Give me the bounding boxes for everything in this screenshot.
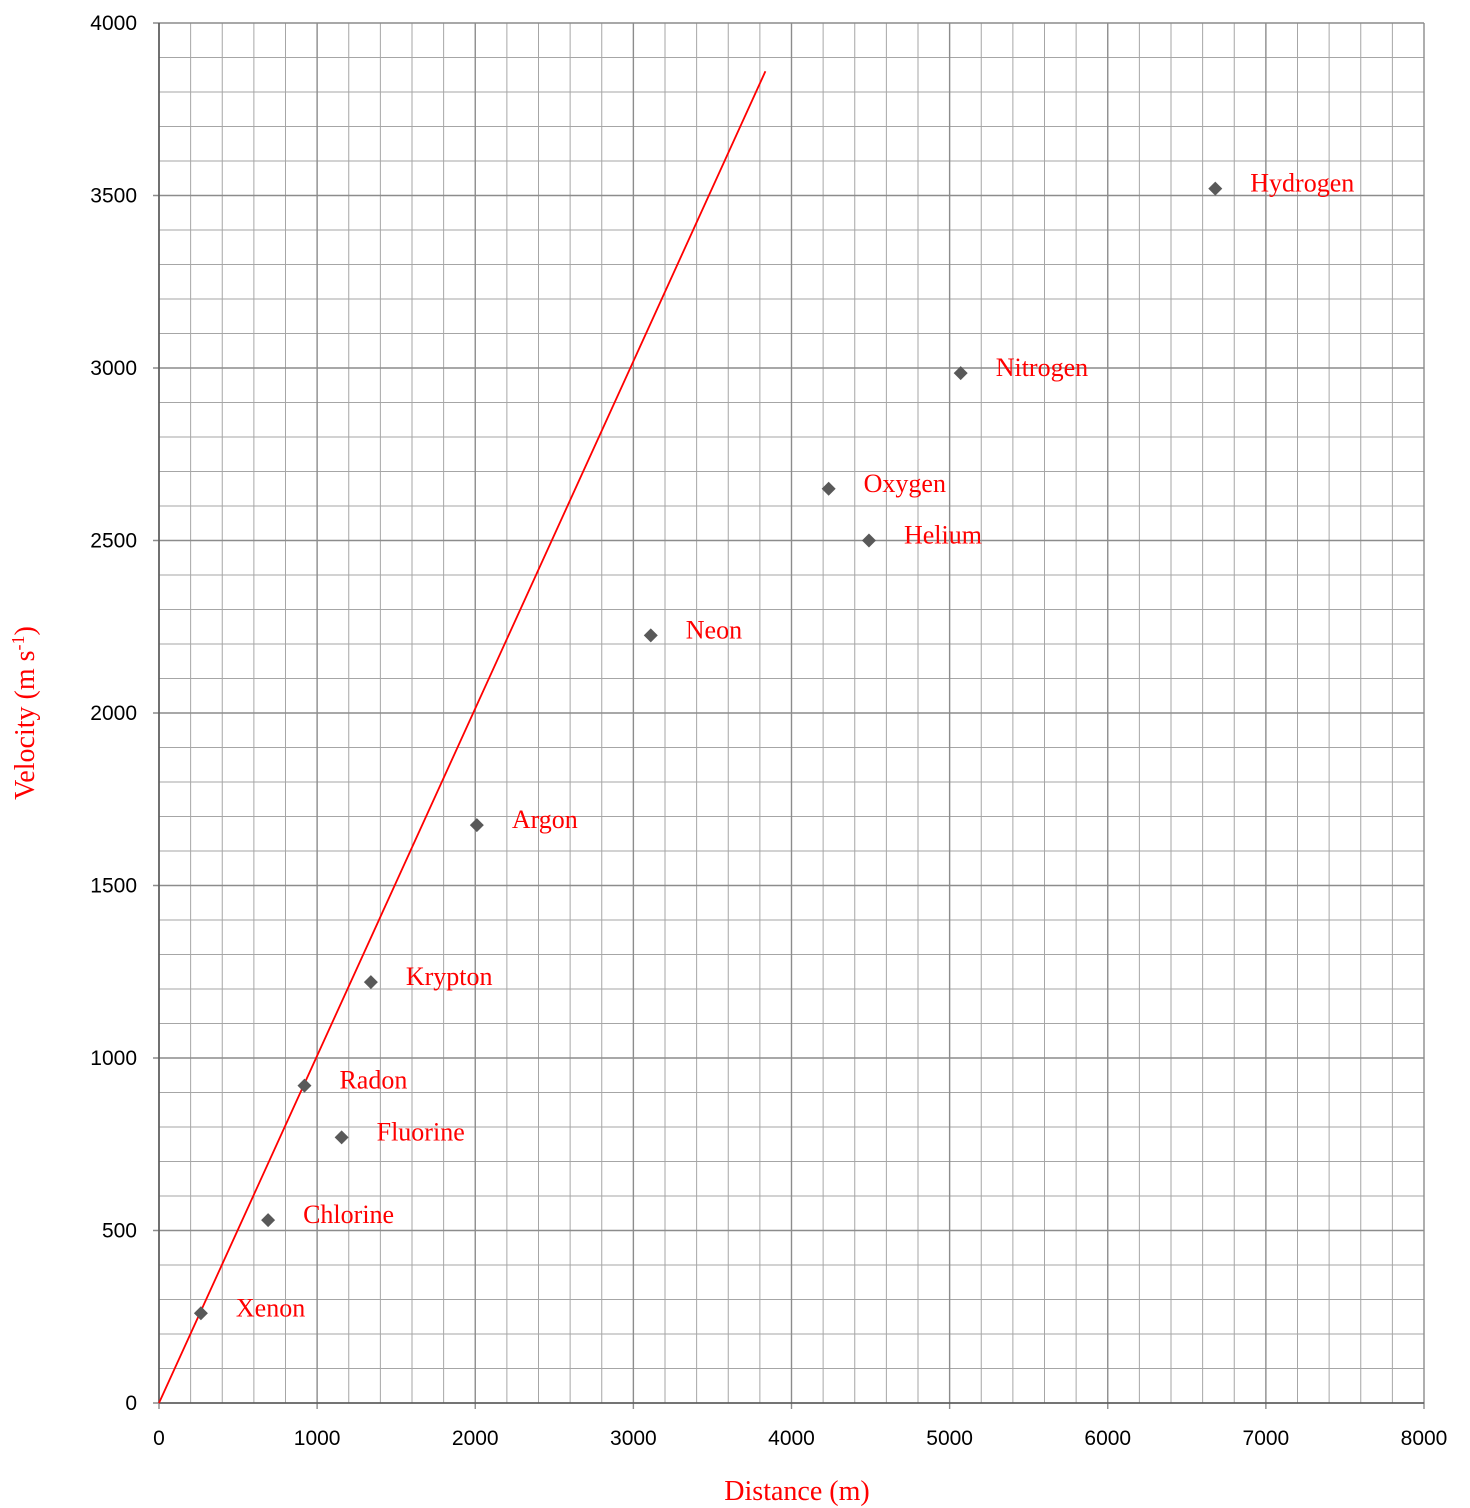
fit-line — [158, 70, 767, 1404]
y-tick-label: 2000 — [90, 702, 137, 725]
data-point-nitrogen — [953, 366, 968, 381]
y-tick-label: 1500 — [90, 875, 137, 898]
data-point-fluorine — [334, 1130, 349, 1145]
x-tick-label: 1000 — [294, 1427, 341, 1450]
point-label-krypton: Krypton — [406, 962, 493, 991]
point-label-argon: Argon — [512, 805, 578, 834]
y-tick-label: 2500 — [90, 530, 137, 553]
x-tick-label: 8000 — [1401, 1427, 1448, 1450]
data-point-helium — [861, 533, 876, 548]
y-tick-label: 0 — [125, 1392, 137, 1415]
point-label-nitrogen: Nitrogen — [996, 353, 1088, 382]
x-tick-label: 0 — [153, 1427, 165, 1450]
point-label-hydrogen: Hydrogen — [1250, 169, 1354, 198]
data-point-chlorine — [261, 1213, 276, 1228]
y-tick-label: 1000 — [90, 1047, 137, 1070]
data-point-krypton — [363, 975, 378, 990]
x-tick-label: 5000 — [926, 1427, 973, 1450]
data-point-hydrogen — [1208, 181, 1223, 196]
point-label-helium: Helium — [904, 521, 982, 550]
point-label-oxygen: Oxygen — [864, 469, 946, 498]
data-point-neon — [643, 628, 658, 643]
x-axis-title: Distance (m) — [724, 1476, 869, 1507]
data-points — [193, 181, 1223, 1321]
point-label-radon: Radon — [339, 1066, 407, 1095]
y-tick-label: 3500 — [90, 185, 137, 208]
point-label-neon: Neon — [686, 615, 742, 644]
data-point-oxygen — [821, 481, 836, 496]
x-tick-label: 6000 — [1084, 1427, 1131, 1450]
y-axis-title: Velocity (m s-1) — [8, 626, 41, 800]
point-label-chlorine: Chlorine — [303, 1200, 394, 1229]
y-axis-title-main: Velocity (m s — [10, 651, 41, 800]
point-label-xenon: Xenon — [236, 1293, 305, 1322]
axes — [158, 23, 1424, 1404]
y-tick-label: 500 — [102, 1220, 137, 1243]
y-tick-label: 4000 — [90, 12, 137, 35]
data-point-xenon — [193, 1306, 208, 1321]
x-tick-label: 2000 — [452, 1427, 499, 1450]
fit-line-group — [158, 70, 767, 1404]
data-point-radon — [297, 1078, 312, 1093]
data-point-argon — [469, 818, 484, 833]
point-labels: Xenon Chlorine Radon Fluorine Krypton Argon Ne… — [236, 169, 1354, 1323]
x-tick-label: 7000 — [1243, 1427, 1290, 1450]
y-axis-title-tail: ) — [10, 626, 41, 635]
x-tick-label: 4000 — [768, 1427, 815, 1450]
x-tick-label: 3000 — [610, 1427, 657, 1450]
y-tick-label: 3000 — [90, 357, 137, 380]
y-tick-labels: 0 500 1000 1500 2000 2500 3000 3500 4000 — [90, 12, 137, 1415]
x-tick-labels: 0 1000 2000 3000 4000 5000 6000 7000 8000 — [153, 1427, 1447, 1450]
y-axis-title-superscript: -1 — [8, 636, 28, 651]
point-label-fluorine: Fluorine — [377, 1117, 465, 1146]
